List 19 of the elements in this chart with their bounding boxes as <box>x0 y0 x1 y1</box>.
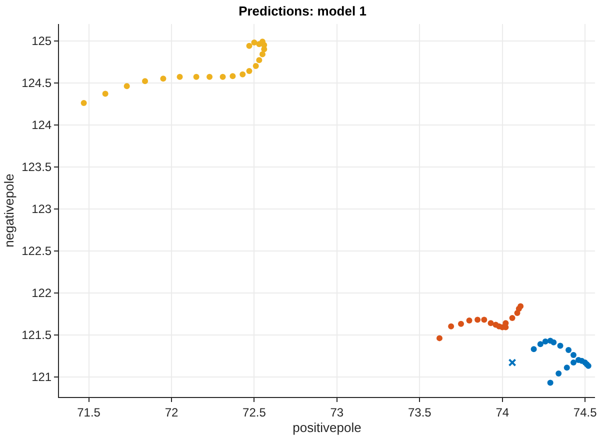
x-tick-label: 74.5 <box>573 405 598 420</box>
y-tick-label: 123 <box>32 202 52 216</box>
x-tick-label: 71.5 <box>77 405 101 420</box>
y-tick-label: 124.5 <box>22 76 52 90</box>
y-tick-label: 121 <box>32 370 52 384</box>
x-tick-label: 72 <box>164 405 178 420</box>
y-tick-label: 123.5 <box>22 160 52 174</box>
x-tick-label: 73.5 <box>408 405 432 420</box>
x-tick-label: 74 <box>496 405 510 420</box>
y-tick-label: 124 <box>32 118 52 132</box>
x-tick-label: 72.5 <box>242 405 266 420</box>
chart-title: Predictions: model 1 <box>238 4 366 19</box>
y-tick-label: 125 <box>32 34 52 48</box>
y-tick-label: 122.5 <box>22 244 52 258</box>
y-tick-label: 121.5 <box>22 328 52 342</box>
y-tick-label: 122 <box>32 286 52 300</box>
x-axis-title: positivepole <box>292 420 362 435</box>
y-axis-title: negativepole <box>2 174 17 248</box>
x-tick-label: 73 <box>330 405 344 420</box>
